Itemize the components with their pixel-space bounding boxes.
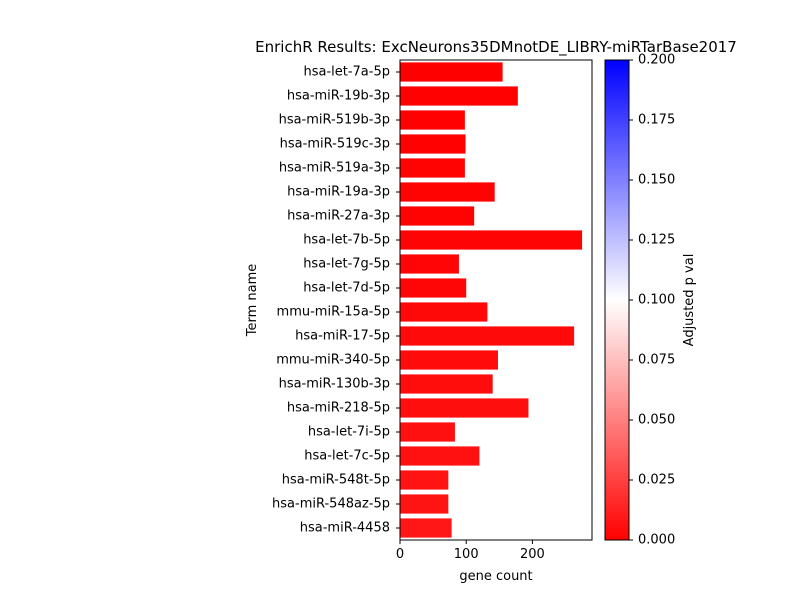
bar-hsa-let-7a-5p xyxy=(400,62,503,82)
x-axis-label: gene count xyxy=(459,569,532,584)
colorbar xyxy=(604,59,630,541)
y-tick-label: mmu-miR-340-5p xyxy=(276,353,390,368)
y-tick-label: hsa-miR-19a-3p xyxy=(287,185,390,200)
colorbar-tick-label: 0.000 xyxy=(638,533,675,548)
colorbar-label: Adjusted p val xyxy=(682,254,697,347)
bar-hsa-mir-218-5p xyxy=(400,398,529,418)
y-tick-label: hsa-let-7d-5p xyxy=(303,281,390,296)
y-tick-label: hsa-let-7a-5p xyxy=(303,65,390,80)
x-tick-label: 0 xyxy=(396,547,404,562)
bar-hsa-mir-519a-3p xyxy=(400,158,465,178)
bar-hsa-let-7d-5p xyxy=(400,278,467,298)
colorbar-tick-label: 0.175 xyxy=(638,113,675,128)
colorbar-tick-label: 0.075 xyxy=(638,353,675,368)
colorbar-tick-label: 0.025 xyxy=(638,473,675,488)
y-tick-label: hsa-let-7c-5p xyxy=(304,449,390,464)
y-tick-label: hsa-miR-19b-3p xyxy=(287,89,390,104)
bar-hsa-mir-548t-5p xyxy=(400,470,449,490)
x-tick-labels: 0 100 200 xyxy=(396,540,545,562)
bar-hsa-mir-19b-3p xyxy=(400,86,518,106)
y-tick-label: hsa-miR-519b-3p xyxy=(279,113,390,128)
y-tick-label: hsa-miR-548t-5p xyxy=(282,473,390,488)
x-tick-label: 100 xyxy=(454,547,479,562)
colorbar-tick-label: 0.150 xyxy=(638,173,675,188)
y-axis-label: Term name xyxy=(245,264,260,338)
y-tick-labels: hsa-let-7a-5p hsa-miR-19b-3p hsa-miR-519b-… xyxy=(272,65,400,536)
y-tick-label: hsa-let-7i-5p xyxy=(308,425,390,440)
plot-frame xyxy=(399,59,593,541)
colorbar-tick-label: 0.100 xyxy=(638,293,675,308)
bar-hsa-let-7g-5p xyxy=(400,254,459,274)
y-tick-label: hsa-miR-27a-3p xyxy=(287,209,390,224)
bar-mmu-mir-340-5p xyxy=(400,350,498,370)
bar-hsa-mir-519c-3p xyxy=(400,134,466,154)
y-tick-label: hsa-miR-519a-3p xyxy=(279,161,390,176)
y-tick-label: hsa-miR-130b-3p xyxy=(279,377,390,392)
colorbar-tick-labels: 0.000 0.025 0.050 0.075 0.100 0.125 0.150 0.175… xyxy=(629,53,675,548)
y-tick-label: hsa-let-7b-5p xyxy=(303,233,390,248)
y-tick-label: hsa-miR-4458 xyxy=(300,521,390,536)
bar-hsa-let-7c-5p xyxy=(400,446,480,466)
bar-hsa-mir-130b-3p xyxy=(400,374,493,394)
bar-mmu-mir-15a-5p xyxy=(400,302,488,322)
bars-layer xyxy=(400,62,583,538)
chart-title: EnrichR Results: ExcNeurons35DMnotDE_LIB… xyxy=(255,38,737,57)
y-tick-label: hsa-miR-519c-3p xyxy=(280,137,390,152)
bar-hsa-mir-519b-3p xyxy=(400,110,465,130)
bar-hsa-let-7b-5p xyxy=(400,230,583,250)
bar-hsa-mir-27a-3p xyxy=(400,206,475,226)
bar-hsa-mir-17-5p xyxy=(400,326,575,346)
y-tick-label: hsa-let-7g-5p xyxy=(303,257,390,272)
bar-hsa-let-7i-5p xyxy=(400,422,455,442)
x-tick-label: 200 xyxy=(520,547,545,562)
y-tick-label: hsa-miR-17-5p xyxy=(295,329,390,344)
bar-hsa-mir-548az-5p xyxy=(400,494,449,514)
bar-hsa-mir-4458 xyxy=(400,518,452,538)
colorbar-tick-label: 0.050 xyxy=(638,413,675,428)
colorbar-tick-label: 0.200 xyxy=(638,53,675,68)
y-tick-label: hsa-miR-548az-5p xyxy=(272,497,390,512)
y-tick-label: hsa-miR-218-5p xyxy=(287,401,390,416)
bar-hsa-mir-19a-3p xyxy=(400,182,495,202)
colorbar-tick-label: 0.125 xyxy=(638,233,675,248)
y-tick-label: mmu-miR-15a-5p xyxy=(277,305,390,320)
